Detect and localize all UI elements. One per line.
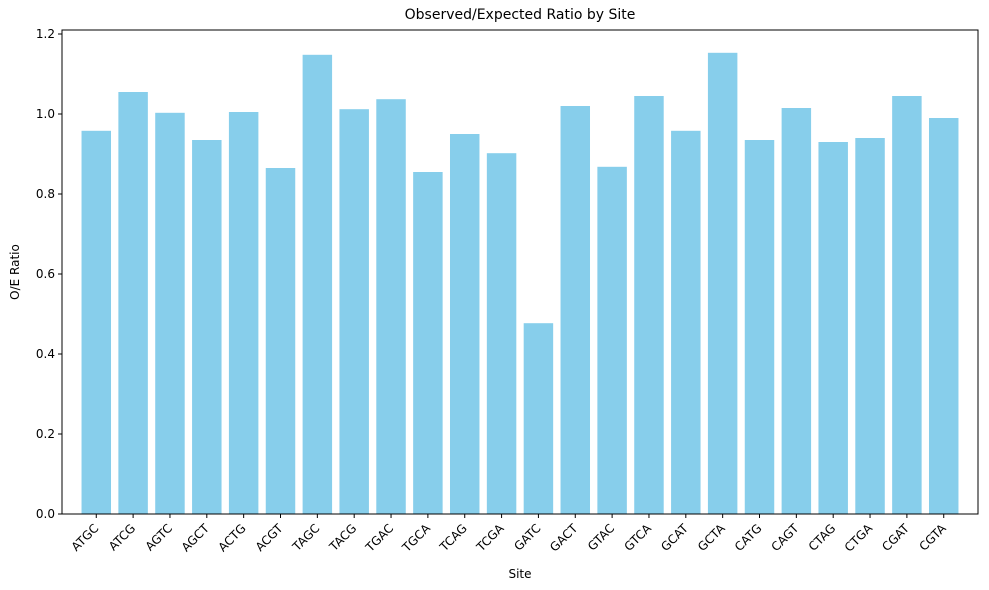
x-tick-label: TACG [326,521,359,554]
bar-gact [560,106,591,514]
bar-tcag [449,134,480,514]
y-axis-title: O/E Ratio [8,244,22,300]
x-tick-label: TCAG [436,521,469,554]
bar-atcg [118,92,148,514]
y-tick-label: 0.4 [36,347,55,361]
x-tick-label: CAGT [769,521,802,554]
bar-gatc [523,323,554,514]
bar-gtac [597,166,627,515]
x-tick-label: ACTG [216,521,249,554]
bar-ctag [818,142,848,514]
y-axis: 0.0 0.2 0.4 0.6 0.8 1.0 1.2 [36,27,62,521]
y-tick-label: 0.2 [36,427,55,441]
bar-tagc [302,54,333,515]
y-tick-label: 1.2 [36,27,55,41]
x-tick-label: CGTA [916,521,949,554]
bar-agtc [155,112,185,515]
x-tick-label: ATCG [106,521,138,553]
x-tick-label: ACGT [253,521,286,554]
x-tick-label: ATGC [69,521,102,554]
x-tick-label: GTCA [621,521,654,554]
x-tick-label: CTGA [842,521,876,555]
y-tick-label: 0.0 [36,507,55,521]
y-tick-label: 1.0 [36,107,55,121]
bar-cgta [928,118,959,514]
x-tick-label: CATG [732,521,765,554]
bar-gcat [671,130,701,515]
bar-atgc [81,130,112,515]
x-axis-title: Site [508,567,531,581]
x-tick-label: AGTC [143,521,175,553]
x-tick-label: GTAC [585,521,617,553]
bar-tgca [413,172,443,514]
x-tick-label: AGCT [179,521,213,555]
x-tick-label: TCGA [473,521,507,555]
x-tick-label: CTAG [806,521,839,554]
x-tick-label: GATC [511,521,543,553]
bar-cagt [781,108,812,514]
bar-cgat [892,96,922,514]
y-tick-label: 0.8 [36,187,55,201]
x-tick-label: CGAT [879,521,912,554]
x-tick-label: GACT [547,521,581,555]
x-tick-label: TGCA [399,521,434,556]
x-tick-label: TGAC [362,521,396,555]
bar-tacg [339,109,369,514]
bar-tcga [486,153,517,514]
bar-catg [744,140,775,514]
x-axis: ATGC ATCG AGTC AGCT ACTG ACGT TAGC TACG TGAC TGCA… [69,514,949,556]
bar-actg [228,112,259,514]
x-tick-label: TAGC [289,521,322,554]
bar-agct [192,140,222,514]
x-tick-label: GCAT [658,521,691,554]
bar-acgt [265,168,296,514]
plot-frame [61,29,979,515]
bars-group [81,52,959,515]
bar-gtca [634,96,664,514]
bar-ctga [855,138,885,514]
y-tick-label: 0.6 [36,267,55,281]
bar-tgac [376,99,406,514]
x-tick-label: GCTA [695,521,728,554]
chart-title: Observed/Expected Ratio by Site [405,7,636,23]
bar-gcta [707,52,738,515]
